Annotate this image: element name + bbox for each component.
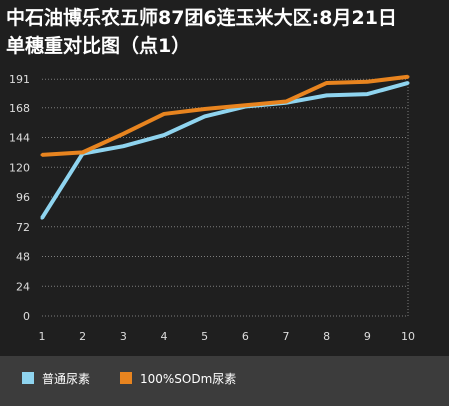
legend: 普通尿素 100%SODm尿素	[0, 356, 449, 406]
gridlines	[42, 78, 409, 317]
legend-item-series-2[interactable]: 100%SODm尿素	[120, 370, 236, 386]
title-line-1: 中石油博乐农五师87团6连玉米大区:8月21日	[6, 7, 397, 29]
title-line-2: 单穗重对比图（点1）	[6, 35, 191, 57]
chart-area: 0 24 48 72 96 120 144 168 191 1 2 3 4 5 6 7 8 9 10	[0, 66, 449, 356]
data-point	[81, 150, 85, 154]
legend-label-series-1: 普通尿素	[42, 371, 91, 386]
legend-swatch-series-2	[120, 372, 132, 384]
data-point	[243, 103, 247, 107]
data-point	[203, 107, 207, 111]
series-lines	[40, 74, 410, 220]
chart-title: 中石油博乐农五师87团6连玉米大区:8月21日 单穗重对比图（点1）	[6, 4, 446, 60]
data-point	[325, 93, 329, 97]
data-point	[365, 80, 369, 84]
x-tick-label: 1	[39, 330, 46, 343]
x-tick-label: 8	[323, 330, 330, 343]
x-tick-label: 7	[283, 330, 290, 343]
y-tick-label: 24	[16, 280, 30, 293]
x-tick-label: 4	[161, 330, 168, 343]
x-tick-label: 9	[364, 330, 371, 343]
y-tick-label: 144	[9, 132, 30, 145]
x-tick-label: 5	[201, 330, 208, 343]
y-tick-label: 0	[23, 310, 30, 323]
data-point	[162, 112, 166, 116]
y-tick-label: 168	[9, 102, 30, 115]
data-point	[284, 100, 288, 104]
data-point	[325, 81, 329, 85]
x-tick-label: 3	[120, 330, 127, 343]
series-line-1	[40, 81, 409, 220]
data-point	[162, 133, 166, 137]
line-chart: 0 24 48 72 96 120 144 168 191 1 2 3 4 5 6 7 8 9 10	[9, 73, 416, 343]
y-tick-label: 191	[9, 73, 30, 86]
data-point	[40, 216, 44, 220]
data-point	[121, 132, 125, 136]
series-line-2	[41, 74, 409, 157]
x-tick-label: 10	[401, 330, 415, 343]
x-axis-ticks: 1 2 3 4 5 6 7 8 9 10	[39, 330, 416, 343]
y-tick-label: 120	[9, 161, 30, 174]
legend-item-series-1[interactable]: 普通尿素	[22, 370, 90, 386]
legend-label-series-2: 100%SODm尿素	[140, 371, 237, 386]
data-point	[203, 114, 207, 118]
data-point	[365, 92, 369, 96]
data-point	[121, 144, 125, 148]
y-axis-ticks: 0 24 48 72 96 120 144 168 191	[9, 73, 30, 323]
data-point	[406, 81, 410, 85]
y-tick-label: 96	[16, 191, 30, 204]
y-tick-label: 72	[16, 221, 30, 234]
data-point	[406, 75, 410, 79]
data-point	[40, 153, 44, 157]
y-tick-label: 48	[16, 251, 30, 264]
x-tick-label: 2	[79, 330, 86, 343]
legend-swatch-series-1	[22, 372, 34, 384]
x-tick-label: 6	[242, 330, 249, 343]
